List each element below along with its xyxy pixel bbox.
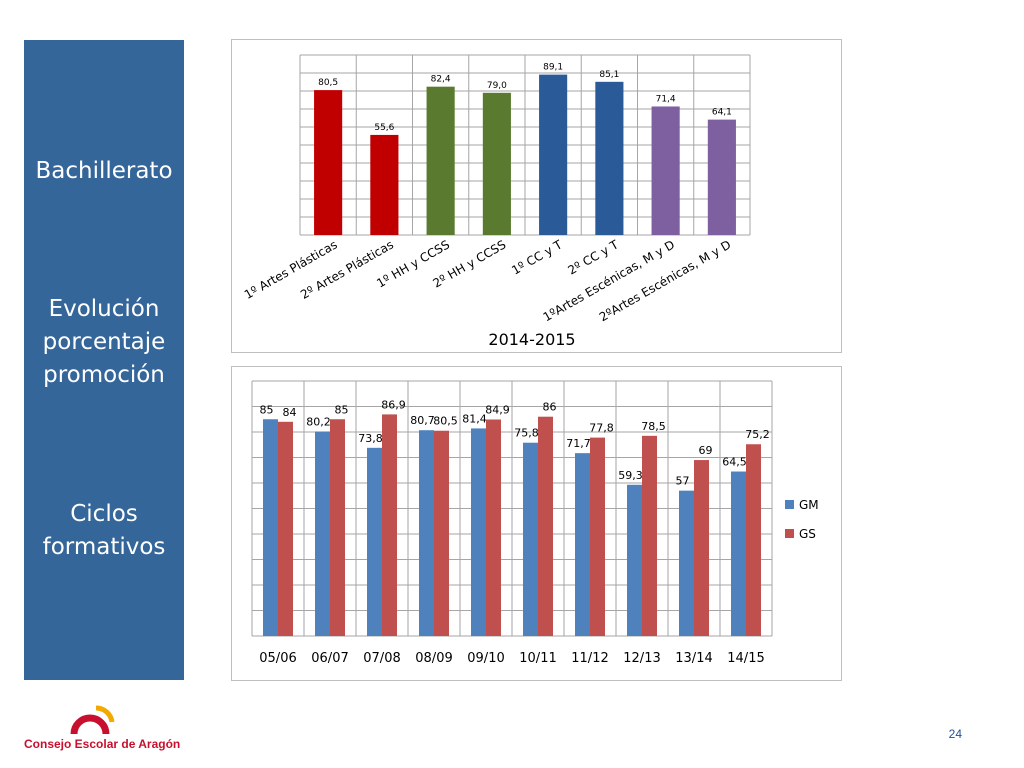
bar-gs — [694, 460, 709, 636]
bar-gm — [731, 471, 746, 636]
data-label: 57 — [676, 475, 690, 488]
data-label: 64,1 — [712, 108, 732, 118]
bar-gs — [486, 419, 501, 636]
bar-gs — [330, 419, 345, 636]
data-label: 86 — [543, 401, 557, 414]
data-label: 84 — [283, 406, 297, 419]
data-label: 75,8 — [514, 427, 539, 440]
bar-gm — [575, 453, 590, 636]
bar — [370, 134, 399, 235]
data-label: 69 — [699, 444, 713, 457]
data-label: 71,4 — [656, 94, 676, 104]
bar-gs — [642, 435, 657, 636]
data-label: 73,8 — [358, 432, 383, 445]
ciclos-chart-svg: 85 80,2 73,8 80,7 81,4 75,8 71,7 59,3 57 64,5 84 85… — [251, 380, 819, 666]
bar-gs — [434, 430, 449, 636]
bar — [707, 119, 736, 235]
data-label: 80,5 — [318, 78, 338, 88]
bar-gm — [315, 431, 330, 636]
category-label: 07/08 — [363, 651, 400, 666]
legend-label: GS — [799, 527, 816, 541]
category-label: 11/12 — [571, 651, 608, 666]
data-label: 79,0 — [487, 81, 507, 91]
data-label: 85,1 — [599, 70, 619, 80]
bar-gm — [471, 428, 486, 636]
data-label: 81,4 — [462, 412, 487, 425]
bar-gs — [590, 437, 605, 636]
bar-gs — [382, 414, 397, 636]
bar-gs — [746, 444, 761, 636]
data-label: 85 — [260, 403, 274, 416]
data-label: 80,5 — [433, 415, 458, 428]
data-label: 85 — [335, 403, 349, 416]
bachillerato-chart-svg: 2014-2015 80,5 55,6 82,4 79,0 89,1 85,1 71,4 64… — [242, 54, 751, 349]
data-label: 84,9 — [485, 404, 510, 417]
category-label: 05/06 — [259, 651, 296, 666]
category-label: 1º Artes Plásticas — [242, 237, 340, 302]
sidebar-panel: Bachillerato Evolución porcentaje promoc… — [24, 40, 184, 680]
consejo-logo-mark-icon — [70, 705, 115, 735]
category-label: 06/07 — [311, 651, 348, 666]
category-label: 2º Artes Plásticas — [298, 237, 396, 302]
bar — [595, 81, 624, 235]
bar-gm — [263, 419, 278, 636]
data-label: 89,1 — [543, 63, 563, 73]
data-label: 77,8 — [589, 422, 614, 435]
bar-gm — [419, 430, 434, 636]
consejo-logo: Consejo Escolar de Aragón — [24, 700, 180, 756]
data-label: 86,9 — [381, 398, 406, 411]
sidebar-title-ciclos: Ciclos formativos — [42, 501, 166, 560]
data-label: 75,2 — [745, 428, 770, 441]
bar-gm — [627, 484, 642, 636]
category-label: 13/14 — [675, 651, 712, 666]
legend-swatch — [785, 500, 794, 509]
bachillerato-chart: 2014-2015 80,5 55,6 82,4 79,0 89,1 85,1 71,4 64… — [231, 39, 842, 353]
bar — [539, 74, 568, 235]
data-label: 55,6 — [374, 123, 394, 133]
bar-gm — [679, 490, 694, 636]
bar — [651, 106, 680, 235]
data-label: 80,2 — [306, 415, 331, 428]
legend-label: GM — [799, 498, 819, 512]
bar — [482, 92, 511, 235]
sidebar-title-bachillerato: Bachillerato — [35, 158, 173, 184]
data-label: 64,5 — [722, 456, 747, 469]
bar — [426, 86, 455, 236]
bar-gm — [367, 447, 382, 636]
data-label: 78,5 — [641, 420, 666, 433]
sidebar-title-evolucion: Evolución porcentaje promoción — [42, 296, 166, 388]
page-number: 24 — [948, 727, 962, 741]
bar — [314, 90, 343, 235]
ciclos-chart: 85 80,2 73,8 80,7 81,4 75,8 71,7 59,3 57 64,5 84 85… — [231, 366, 842, 681]
data-label: 71,7 — [566, 437, 591, 450]
data-label: 59,3 — [618, 469, 643, 482]
bar-gm — [523, 442, 538, 636]
bar-gs — [538, 416, 553, 636]
category-label: 14/15 — [727, 651, 764, 666]
data-label: 80,7 — [410, 414, 435, 427]
category-label: 1º CC y T — [509, 237, 565, 277]
data-label: 82,4 — [431, 75, 451, 85]
category-label: 09/10 — [467, 651, 504, 666]
category-label: 12/13 — [623, 651, 660, 666]
chart-caption: 2014-2015 — [488, 330, 575, 349]
organization-name: Consejo Escolar de Aragón — [24, 737, 181, 751]
bar-gs — [278, 421, 293, 636]
category-label: 08/09 — [415, 651, 452, 666]
category-label: 10/11 — [519, 651, 556, 666]
legend-swatch — [785, 529, 794, 538]
